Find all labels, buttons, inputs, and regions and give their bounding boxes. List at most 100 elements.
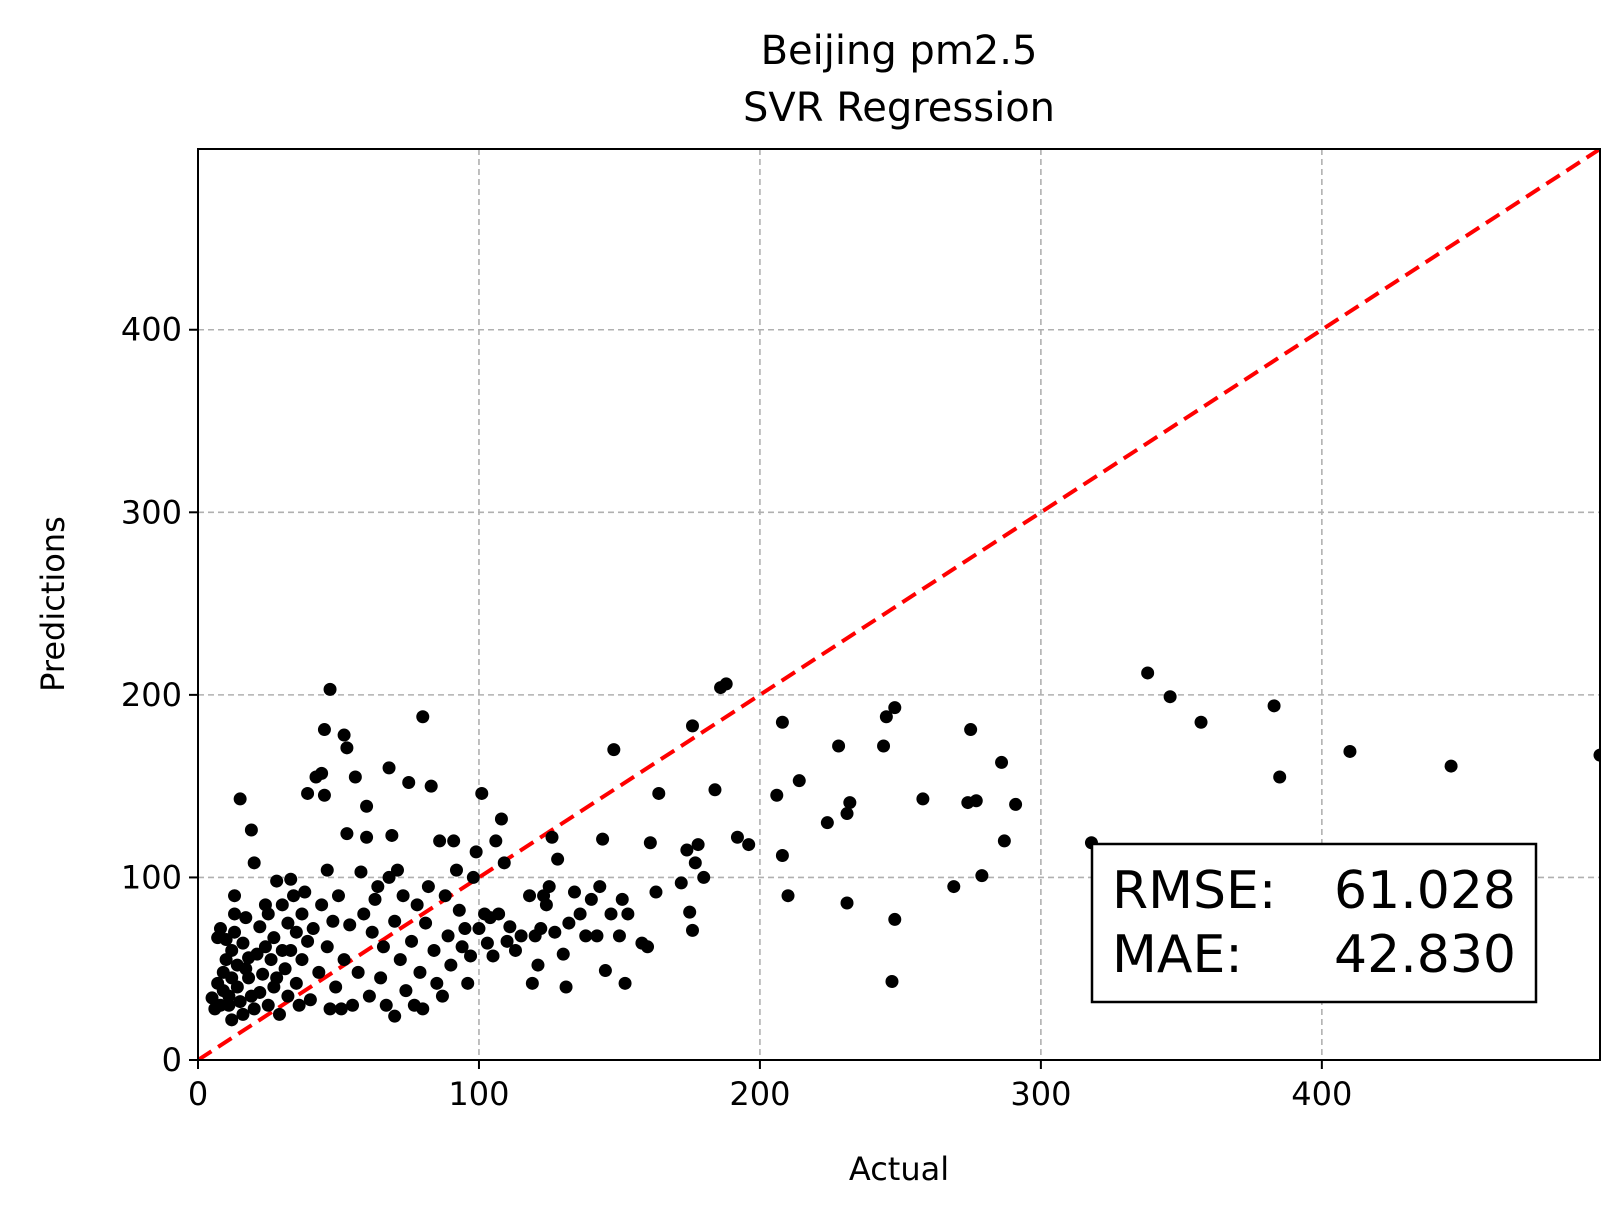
data-point <box>379 998 393 1012</box>
data-point <box>374 971 388 985</box>
data-point <box>427 943 441 957</box>
data-point <box>1194 715 1208 729</box>
data-point <box>247 1002 261 1016</box>
data-point <box>525 976 539 990</box>
data-point <box>253 985 267 999</box>
data-point <box>775 715 789 729</box>
data-point <box>438 889 452 903</box>
data-point <box>1009 797 1023 811</box>
data-point <box>368 892 382 906</box>
y-tick-label: 400 <box>121 311 182 349</box>
plot-frame <box>197 148 1601 1061</box>
data-point <box>641 940 655 954</box>
data-point <box>775 849 789 863</box>
data-point <box>382 870 396 884</box>
data-point <box>264 953 278 967</box>
data-point <box>466 870 480 884</box>
data-point <box>433 834 447 848</box>
data-point <box>301 934 315 948</box>
data-point <box>680 843 694 857</box>
x-tick-label: 300 <box>1010 1075 1071 1113</box>
data-point <box>402 776 416 790</box>
data-point <box>416 710 430 724</box>
x-tick-label: 200 <box>729 1075 790 1113</box>
data-point <box>708 783 722 797</box>
data-point <box>584 892 598 906</box>
data-point <box>225 943 239 957</box>
rmse-value: 61.028 <box>1334 861 1516 921</box>
metrics-annotation-box <box>1090 842 1538 1004</box>
data-point <box>688 856 702 870</box>
data-point <box>497 856 511 870</box>
data-point <box>995 755 1009 769</box>
data-point <box>514 929 528 943</box>
data-point <box>685 719 699 733</box>
data-point <box>551 852 565 866</box>
data-point <box>885 974 899 988</box>
data-point <box>219 933 233 947</box>
data-point <box>222 989 236 1003</box>
data-point <box>573 907 587 921</box>
data-point <box>618 976 632 990</box>
data-point <box>730 830 744 844</box>
data-point <box>621 907 635 921</box>
data-point <box>405 934 419 948</box>
data-point <box>1267 699 1281 713</box>
data-point <box>508 943 522 957</box>
data-point <box>598 964 612 978</box>
data-point <box>242 971 256 985</box>
data-point <box>323 682 337 696</box>
x-tick-label: 100 <box>448 1075 509 1113</box>
data-point <box>278 962 292 976</box>
data-point <box>357 907 371 921</box>
data-point <box>365 925 379 939</box>
data-point <box>534 922 548 936</box>
data-point <box>360 799 374 813</box>
data-point <box>452 903 466 917</box>
plot-area <box>198 149 1600 1060</box>
data-points <box>205 666 1600 1027</box>
data-point <box>244 823 258 837</box>
data-point <box>213 922 227 936</box>
data-point <box>964 723 978 737</box>
data-point <box>250 947 264 961</box>
data-point <box>489 834 503 848</box>
metrics-annotation: RMSE: 61.028 MAE: 42.830 <box>1090 842 1538 1004</box>
data-point <box>685 923 699 937</box>
y-tick-label: 100 <box>121 858 182 896</box>
y-axis-ticks: 0 100 200 300 400 <box>121 311 198 1079</box>
data-point <box>315 898 329 912</box>
data-point <box>449 863 463 877</box>
data-point <box>396 889 410 903</box>
data-point <box>947 880 961 894</box>
data-point <box>289 976 303 990</box>
data-point <box>683 905 697 919</box>
data-point <box>1163 690 1177 704</box>
data-point <box>424 779 438 793</box>
data-point <box>413 965 427 979</box>
data-point <box>233 995 247 1009</box>
data-point <box>331 889 345 903</box>
data-point <box>548 925 562 939</box>
data-point <box>649 885 663 899</box>
data-point <box>969 794 983 808</box>
data-point <box>315 766 329 780</box>
data-point <box>287 889 301 903</box>
data-point <box>531 958 545 972</box>
chart-title-line-2: SVR Regression <box>743 85 1055 131</box>
data-point <box>559 980 573 994</box>
data-point <box>792 774 806 788</box>
y-axis-label: Predictions <box>34 516 72 692</box>
data-point <box>222 998 236 1012</box>
chart-title-line-1: Beijing pm2.5 <box>761 28 1038 74</box>
data-point <box>228 925 242 939</box>
data-point <box>472 922 486 936</box>
data-point <box>503 920 517 934</box>
data-point <box>486 949 500 963</box>
data-point <box>388 914 402 928</box>
data-point <box>674 876 688 890</box>
data-point <box>652 786 666 800</box>
data-point <box>444 958 458 972</box>
data-point <box>643 836 657 850</box>
